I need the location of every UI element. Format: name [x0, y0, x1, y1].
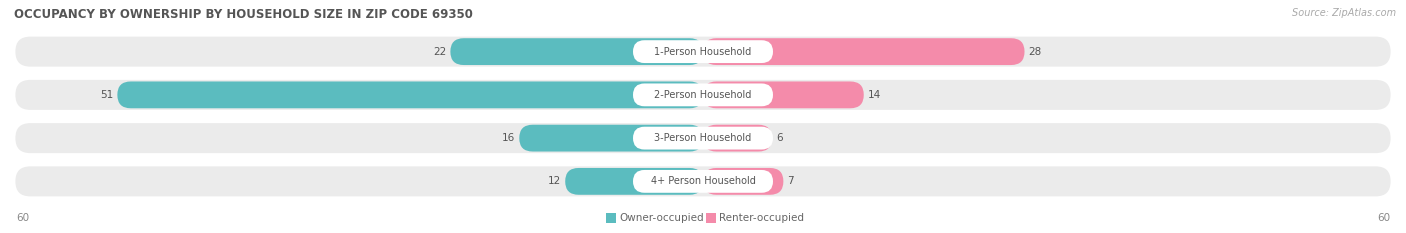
Text: Source: ZipAtlas.com: Source: ZipAtlas.com: [1292, 8, 1396, 18]
Text: 3-Person Household: 3-Person Household: [654, 133, 752, 143]
Text: Owner-occupied: Owner-occupied: [620, 213, 704, 223]
FancyBboxPatch shape: [633, 83, 773, 106]
FancyBboxPatch shape: [14, 165, 1392, 198]
Text: 12: 12: [548, 176, 561, 186]
Text: 60: 60: [15, 213, 30, 223]
Text: 2-Person Household: 2-Person Household: [654, 90, 752, 100]
FancyBboxPatch shape: [565, 168, 703, 195]
Text: 6: 6: [776, 133, 783, 143]
FancyBboxPatch shape: [14, 35, 1392, 68]
Text: Renter-occupied: Renter-occupied: [720, 213, 804, 223]
FancyBboxPatch shape: [633, 170, 773, 193]
FancyBboxPatch shape: [450, 38, 703, 65]
FancyBboxPatch shape: [703, 168, 783, 195]
Text: 60: 60: [1376, 213, 1391, 223]
Text: 7: 7: [787, 176, 794, 186]
Text: 51: 51: [100, 90, 114, 100]
FancyBboxPatch shape: [14, 79, 1392, 111]
Bar: [706, 213, 716, 223]
FancyBboxPatch shape: [117, 82, 703, 108]
Text: 4+ Person Household: 4+ Person Household: [651, 176, 755, 186]
Text: OCCUPANCY BY OWNERSHIP BY HOUSEHOLD SIZE IN ZIP CODE 69350: OCCUPANCY BY OWNERSHIP BY HOUSEHOLD SIZE…: [14, 8, 472, 21]
Bar: [606, 213, 616, 223]
FancyBboxPatch shape: [703, 82, 863, 108]
FancyBboxPatch shape: [633, 40, 773, 63]
FancyBboxPatch shape: [703, 125, 772, 151]
FancyBboxPatch shape: [519, 125, 703, 151]
Text: 1-Person Household: 1-Person Household: [654, 47, 752, 57]
FancyBboxPatch shape: [703, 38, 1025, 65]
Text: 28: 28: [1029, 47, 1042, 57]
FancyBboxPatch shape: [14, 122, 1392, 154]
Text: 22: 22: [433, 47, 446, 57]
Text: 16: 16: [502, 133, 515, 143]
Text: 14: 14: [868, 90, 882, 100]
FancyBboxPatch shape: [633, 127, 773, 150]
